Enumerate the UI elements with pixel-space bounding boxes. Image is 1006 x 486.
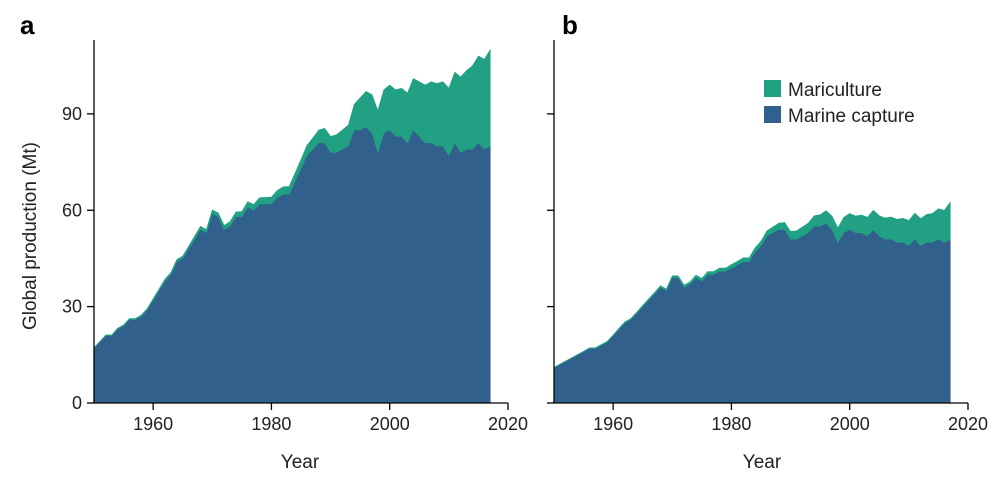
y-tick-label: 60 <box>62 200 82 220</box>
panel-letter-b: b <box>562 10 578 40</box>
legend-label-marine-capture: Marine capture <box>788 106 915 127</box>
y-tick-label: 90 <box>62 104 82 124</box>
panel-a-y-axis-title: Global production (Mt) <box>20 142 41 330</box>
panel-a-axes: 0 30 60 90 1960 1980 2000 2020 <box>62 40 528 434</box>
x-tick-label: 1980 <box>251 414 291 434</box>
area-mariculture <box>553 201 951 369</box>
x-tick-label: 1980 <box>711 414 751 434</box>
x-tick-label: 2020 <box>948 414 988 434</box>
panel-a-areas <box>93 48 491 404</box>
legend-swatch-mariculture <box>764 80 781 97</box>
y-tick-label: 30 <box>62 297 82 317</box>
panel-a: a 0 30 60 90 1960 1980 2000 2020 Year Global pr… <box>20 10 528 473</box>
area-marine-capture <box>93 126 491 404</box>
panel-b-x-axis-title: Year <box>743 452 782 473</box>
legend-swatch-marine-capture <box>764 106 781 123</box>
x-tick-label: 2000 <box>830 414 870 434</box>
panel-a-x-axis-title: Year <box>281 452 320 473</box>
panel-b: b 1960 1980 2000 2020 Year Mariculture Mari… <box>547 10 988 473</box>
x-tick-label: 1960 <box>133 414 173 434</box>
panel-letter-a: a <box>20 10 35 40</box>
area-mariculture <box>93 48 491 350</box>
area-marine-capture <box>553 222 951 404</box>
y-tick-label: 0 <box>72 393 82 413</box>
panel-b-axes: 1960 1980 2000 2020 <box>547 40 988 434</box>
legend: Mariculture Marine capture <box>764 80 915 127</box>
x-tick-label: 2000 <box>370 414 410 434</box>
legend-label-mariculture: Mariculture <box>788 80 882 101</box>
x-tick-label: 2020 <box>488 414 528 434</box>
x-tick-label: 1960 <box>593 414 633 434</box>
panel-b-areas <box>553 201 951 404</box>
